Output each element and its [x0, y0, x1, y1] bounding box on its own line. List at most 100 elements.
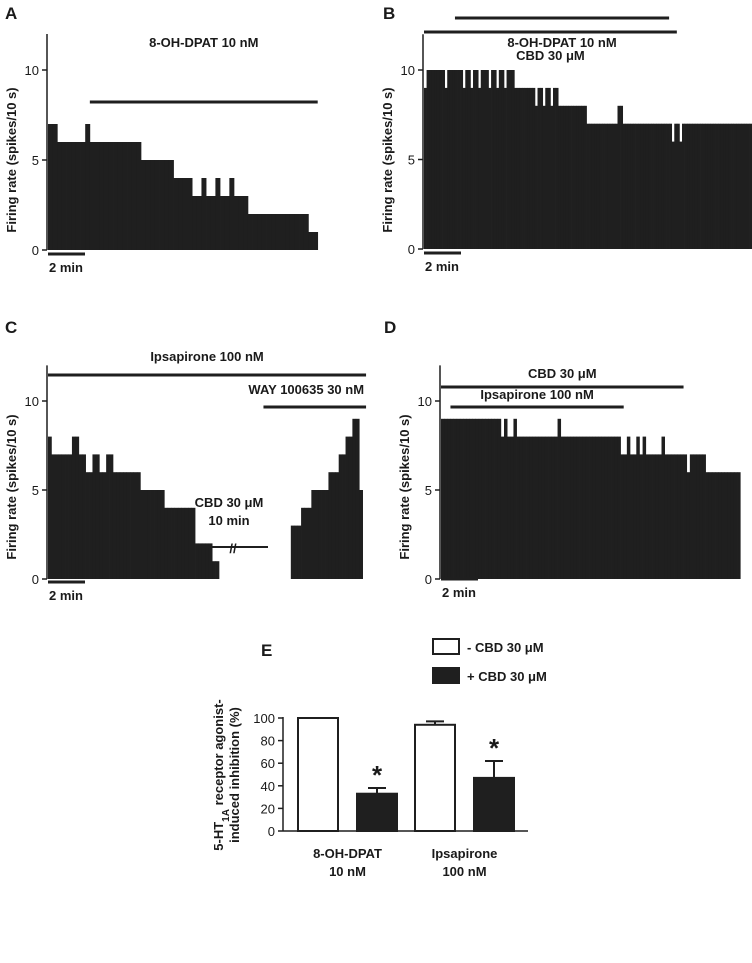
rate-bin [664, 454, 669, 579]
rate-bin [463, 418, 467, 579]
rate-bin [188, 507, 192, 579]
rate-bin [58, 454, 63, 579]
rate-bin [460, 70, 464, 249]
rate-bin [66, 142, 72, 250]
rate-bin [192, 196, 198, 250]
rate-bin [674, 454, 678, 579]
y-tick-label: 10 [25, 63, 39, 78]
rate-bin [57, 142, 63, 250]
rate-bin [507, 436, 511, 579]
rate-bin [570, 436, 574, 579]
rate-bin [452, 70, 456, 249]
drug-label: Ipsapirone 100 nM [150, 349, 263, 364]
rate-bin [724, 472, 728, 579]
rate-bin [545, 87, 549, 250]
rate-bin [133, 472, 138, 579]
rate-bin [459, 418, 464, 579]
rate-bin [352, 418, 357, 579]
rate-bin [145, 160, 151, 250]
rate-bin [173, 178, 179, 250]
rate-bin [488, 418, 492, 579]
rate-bin [658, 454, 662, 579]
rate-bin [434, 70, 438, 249]
rate-bin [321, 490, 326, 579]
rate-bin [436, 70, 440, 249]
rate-bin [164, 160, 170, 250]
rate-bin [92, 454, 97, 579]
rate-bin [622, 123, 626, 249]
rate-bin [651, 123, 654, 249]
rate-bin [697, 123, 701, 249]
y-tick-label: 5 [408, 153, 415, 168]
rate-bin [524, 87, 528, 250]
gap-duration-label: 10 min [208, 513, 249, 528]
rate-bin [485, 418, 489, 579]
rate-bin [582, 436, 587, 579]
rate-bin [604, 436, 609, 579]
rate-bin [736, 123, 740, 249]
rate-bin [266, 214, 272, 250]
y-tick-label: 10 [25, 394, 39, 409]
rate-bin [191, 507, 196, 579]
rate-bin [611, 436, 615, 579]
rate-bin [686, 472, 691, 579]
rate-bin [355, 418, 360, 579]
rate-bin [607, 436, 612, 579]
rate-bin [689, 123, 693, 249]
rate-bin [598, 436, 602, 579]
panel-b: B Firing rate (spikes/10 s) 0 5 10 CBD 30 μM8… [380, 4, 752, 274]
rate-bin [589, 436, 593, 579]
rate-bin [130, 472, 134, 579]
rate-bin [529, 436, 533, 579]
rate-bin [478, 87, 482, 250]
rate-bin [491, 70, 495, 249]
rate-bin [708, 472, 713, 579]
rate-bin [653, 123, 657, 249]
rate-bin [160, 490, 165, 579]
rate-bin [707, 123, 711, 249]
rate-bin [159, 160, 165, 250]
rate-bin [540, 87, 544, 250]
rate-bin [307, 507, 312, 579]
rate-bin [210, 196, 216, 250]
rate-bin [541, 436, 546, 579]
rate-bin [335, 472, 340, 579]
rate-bin [526, 436, 530, 579]
x-category-label: 8-OH-DPAT [313, 846, 382, 861]
rate-bin [338, 454, 343, 579]
y-axis-label-subscript: 1A [221, 809, 232, 822]
rate-bin [565, 105, 569, 249]
rate-bin [303, 214, 309, 250]
rate-bin [592, 436, 596, 579]
rate-bin [280, 214, 286, 250]
rate-bin [61, 454, 66, 579]
rate-bin [454, 70, 458, 249]
rate-bin [99, 142, 105, 250]
rate-bin [504, 418, 508, 579]
rate-bin [509, 70, 513, 249]
rate-bin [294, 525, 299, 579]
panel-label: C [5, 318, 17, 337]
rate-bin [177, 507, 182, 579]
rate-bin [503, 87, 507, 250]
rate-bin [220, 196, 226, 250]
rate-bin [535, 436, 539, 579]
y-axis-label-line2: induced inhibition (%) [227, 707, 242, 843]
rate-bin [630, 454, 634, 579]
rate-bin [299, 214, 305, 250]
rate-bin [126, 472, 131, 579]
rate-bin [48, 124, 53, 250]
rate-bin [667, 454, 672, 579]
rate-bin [187, 178, 193, 250]
rate-bin [99, 472, 104, 579]
rate-bin [94, 142, 100, 250]
drug-label: CBD 30 μM [528, 366, 597, 381]
rate-bin [465, 70, 469, 249]
rate-bin [85, 124, 91, 250]
rate-bin [466, 418, 470, 579]
rate-bin [462, 87, 466, 250]
rate-bin [723, 123, 727, 249]
rate-bin [534, 105, 538, 249]
y-tick-label: 100 [253, 711, 275, 726]
rate-bin [453, 418, 458, 579]
